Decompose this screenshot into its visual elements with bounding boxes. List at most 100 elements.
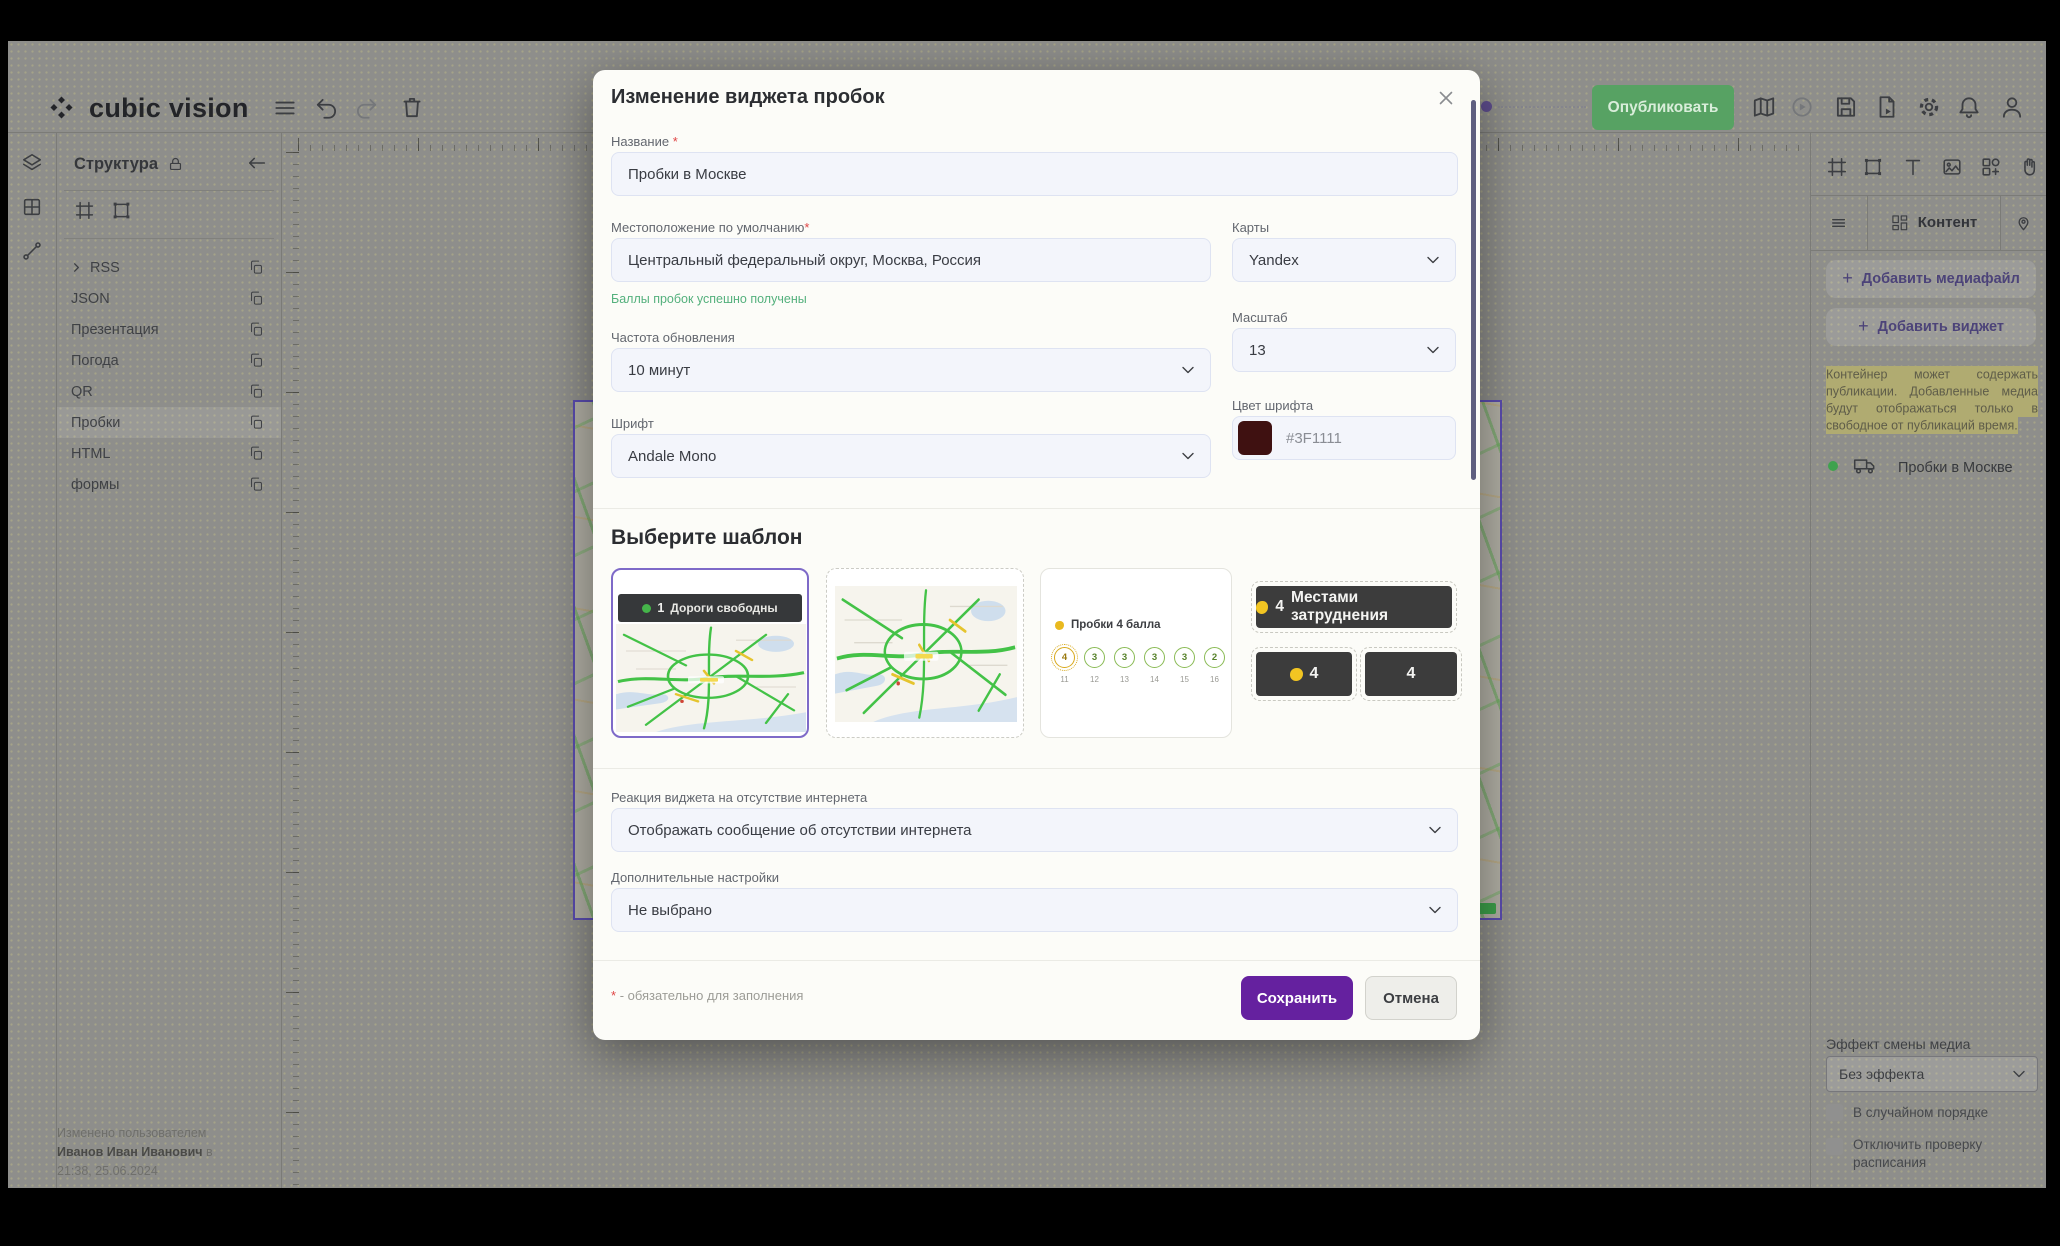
badge-large: 4 Местами затруднения: [1251, 581, 1457, 633]
copy-icon[interactable]: [248, 259, 265, 276]
shape-insert-icon[interactable]: [1862, 156, 1884, 178]
yellow-traffic-dot: [1055, 620, 1064, 630]
maps-select[interactable]: Yandex: [1232, 238, 1456, 282]
grid-layout-icon[interactable]: [21, 196, 43, 218]
tab-list-icon[interactable]: [1810, 195, 1867, 250]
font-color-label: Цвет шрифта: [1232, 398, 1314, 413]
green-traffic-dot: [642, 603, 652, 613]
modal-title: Изменение виджета пробок: [611, 86, 885, 108]
modal-divider-3: [593, 960, 1480, 961]
undo-icon[interactable]: [314, 95, 340, 121]
play-preview-icon[interactable]: [1789, 94, 1815, 120]
extra-settings-select[interactable]: Не выбрано: [611, 888, 1458, 932]
widget-insert-icon[interactable]: [1980, 156, 2002, 178]
app-logo-text: cubic vision: [89, 93, 249, 123]
sidebar-item-presentation[interactable]: Презентация: [57, 314, 281, 345]
yellow-traffic-blob: [1289, 667, 1303, 681]
copy-icon[interactable]: [248, 321, 265, 338]
random-order-label: В случайном порядке: [1853, 1105, 1989, 1120]
location-input[interactable]: Центральный федеральный округ, Москва, Р…: [611, 238, 1211, 282]
add-media-button[interactable]: + Добавить медиафайл: [1826, 260, 2036, 298]
structure-panel-divider: [281, 132, 282, 1188]
cancel-button[interactable]: Отмена: [1365, 976, 1457, 1020]
template-card-badges[interactable]: 4 Местами затруднения 4 4: [1251, 568, 1462, 738]
structure-divider-1: [64, 190, 274, 191]
copy-icon[interactable]: [248, 476, 265, 493]
export-file-icon[interactable]: [1874, 94, 1900, 120]
collapse-panel-icon[interactable]: [246, 152, 268, 174]
save-icon[interactable]: [1833, 94, 1859, 120]
traffic-banner: 1 Дороги свободны: [618, 594, 802, 622]
modal-divider-2: [593, 768, 1480, 769]
template-card-map-banner[interactable]: 1 Дороги свободны: [611, 568, 809, 738]
copy-icon[interactable]: [248, 352, 265, 369]
forecast-hour: 14: [1150, 675, 1159, 684]
color-swatch[interactable]: [1238, 421, 1272, 455]
copy-icon[interactable]: [248, 383, 265, 400]
hand-tool-icon[interactable]: [2019, 156, 2041, 178]
chevron-down-icon: [1182, 452, 1194, 460]
copy-icon[interactable]: [248, 414, 265, 431]
zoom-slider-handle[interactable]: [1481, 101, 1492, 112]
chevron-right-icon: [74, 263, 79, 272]
app-logo-icon: [48, 94, 75, 121]
template-card-map-only[interactable]: [826, 568, 1024, 738]
sidebar-item-weather[interactable]: Погода: [57, 345, 281, 376]
name-input[interactable]: Пробки в Москве: [611, 152, 1458, 196]
publish-button[interactable]: Опубликовать: [1592, 85, 1734, 130]
tab-pin-icon[interactable]: [2000, 195, 2046, 250]
maps-label: Карты: [1232, 220, 1270, 235]
layers-icon[interactable]: [21, 152, 43, 174]
refresh-rate-label: Частота обновления: [611, 330, 735, 345]
settings-gear-icon[interactable]: [1916, 94, 1942, 120]
forecast-hour: 11: [1060, 675, 1069, 684]
sidebar-item-json[interactable]: JSON: [57, 283, 281, 314]
content-grid-icon: [1892, 214, 1907, 230]
delete-icon[interactable]: [399, 94, 425, 120]
preview-map-icon[interactable]: [1751, 94, 1777, 120]
link-nodes-icon[interactable]: [21, 240, 43, 262]
image-tool-icon[interactable]: [1941, 156, 1963, 178]
main-menu-icon[interactable]: [272, 95, 298, 121]
zoom-slider-track[interactable]: [1498, 106, 1586, 108]
sidebar-item-forms[interactable]: формы: [57, 469, 281, 500]
save-button[interactable]: Сохранить: [1241, 976, 1353, 1020]
badge-small: 4: [1360, 647, 1462, 701]
frame-tool-icon[interactable]: [74, 200, 95, 221]
close-icon[interactable]: [1438, 90, 1454, 106]
traffic-score-chip: [1472, 903, 1496, 914]
sidebar-item-qr[interactable]: QR: [57, 376, 281, 407]
vertical-ruler: [284, 152, 299, 1186]
tab-content[interactable]: Контент: [1867, 195, 2000, 250]
user-account-icon[interactable]: [1999, 94, 2025, 120]
sidebar-item-html[interactable]: HTML: [57, 438, 281, 469]
widget-list-item-label[interactable]: Пробки в Москве: [1898, 460, 2013, 476]
disable-schedule-checkbox[interactable]: [1826, 1138, 1843, 1155]
copy-icon[interactable]: [248, 445, 265, 462]
forecast-circle: 3: [1084, 647, 1105, 668]
yellow-traffic-blob: [1256, 600, 1269, 614]
media-effect-select[interactable]: Без эффекта: [1826, 1056, 2038, 1092]
template-card-forecast[interactable]: Пробки 4 балла 4 3 3 3 3 2 11 12 13 14 1…: [1040, 568, 1232, 738]
text-tool-icon[interactable]: [1902, 156, 1924, 178]
add-widget-button[interactable]: + Добавить виджет: [1826, 308, 2036, 346]
copy-icon[interactable]: [248, 290, 265, 307]
selection-frame-icon[interactable]: [111, 200, 132, 221]
modal-scrollbar[interactable]: [1471, 100, 1476, 480]
notifications-bell-icon[interactable]: [1956, 94, 1982, 120]
sidebar-item-rss[interactable]: RSS: [57, 252, 281, 283]
refresh-rate-select[interactable]: 10 минут: [611, 348, 1211, 392]
internet-reaction-select[interactable]: Отображать сообщение об отсутствии интер…: [611, 808, 1458, 852]
random-order-checkbox[interactable]: [1826, 1104, 1843, 1121]
plus-icon: +: [1842, 267, 1853, 288]
map-thumbnail: [835, 586, 1017, 722]
frame-insert-icon[interactable]: [1826, 156, 1848, 178]
location-success-helper: Баллы пробок успешно получены: [611, 292, 807, 306]
media-effect-label: Эффект смены медиа: [1826, 1036, 1971, 1052]
redo-icon[interactable]: [353, 95, 379, 121]
font-color-field[interactable]: #3F1111: [1232, 416, 1456, 460]
sidebar-item-traffic[interactable]: Пробки: [57, 407, 281, 438]
scale-select[interactable]: 13: [1232, 328, 1456, 372]
font-select[interactable]: Andale Mono: [611, 434, 1211, 478]
